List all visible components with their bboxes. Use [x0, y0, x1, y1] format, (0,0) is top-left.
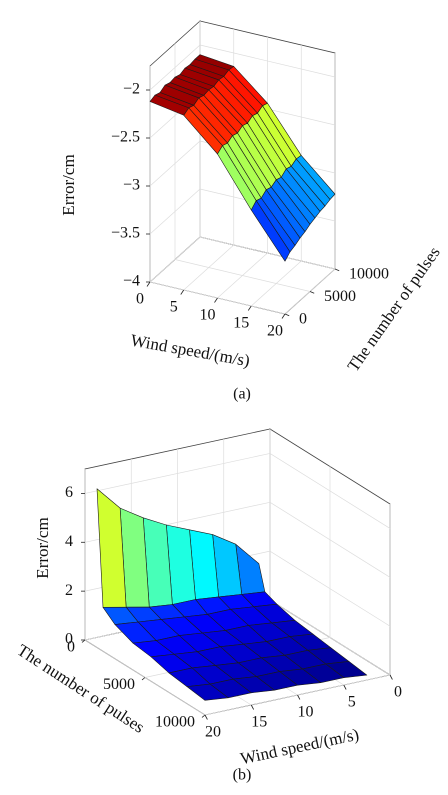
tick-mark — [250, 704, 255, 710]
z-tick-label: −4 — [123, 273, 140, 290]
tick-mark — [180, 289, 185, 295]
x-tick-label: 0 — [394, 684, 402, 701]
grid-line — [269, 550, 391, 627]
tick-mark — [247, 305, 252, 311]
tick-mark — [204, 714, 208, 720]
x-axis-label: Wind speed/(m/s) — [129, 331, 251, 371]
tick-mark — [146, 281, 151, 287]
z-tick-label: 2 — [65, 582, 73, 599]
z-tick-label: 4 — [65, 533, 73, 550]
x-tick-label: 0 — [136, 291, 144, 308]
y-tick-label: 10000 — [155, 714, 195, 731]
y-tick-label: 5000 — [103, 676, 135, 693]
grid-line — [174, 259, 311, 292]
x-tick-label: 15 — [233, 315, 249, 332]
x-tick-label: 20 — [267, 323, 283, 340]
grid-line — [269, 599, 391, 676]
z-tick-label: −3 — [123, 177, 140, 194]
x-tick-label: 15 — [251, 714, 267, 731]
tick-mark — [389, 674, 393, 680]
caption: (b) — [233, 767, 252, 784]
tick-mark — [141, 677, 146, 681]
z-axis-label: Error/cm — [33, 517, 52, 578]
z-tick-label: −2 — [123, 81, 140, 98]
z-tick-label: −3.5 — [111, 225, 140, 242]
tick-mark — [334, 268, 340, 272]
grid-line — [199, 44, 336, 78]
caption: (a) — [233, 386, 251, 403]
tick-mark — [81, 639, 86, 643]
z-axis-label: Error/cm — [59, 154, 78, 215]
x-tick-label: 5 — [170, 299, 178, 316]
y-tick-label: 10000 — [349, 266, 389, 283]
y-tick-label: 0 — [67, 639, 75, 656]
tick-mark — [343, 684, 347, 690]
z-tick-label: −2.5 — [111, 129, 140, 146]
grid-line — [84, 453, 271, 494]
x-tick-label: 5 — [348, 694, 356, 711]
y-tick-label: 5000 — [324, 288, 356, 305]
y-tick-label: 0 — [299, 311, 307, 328]
surface-face — [250, 200, 291, 262]
surface-face — [96, 488, 127, 608]
grid-line — [149, 44, 201, 91]
tick-mark — [201, 714, 206, 718]
plots: 0 5 10 15 200500010000−4−3.5−3−2.5−205101520… — [65, 20, 402, 741]
z-tick-label: 6 — [65, 484, 73, 501]
x-tick-label: 20 — [205, 724, 221, 741]
y-axis-label: The number of pulses — [344, 243, 444, 375]
z-tick-label: 0 — [65, 631, 73, 648]
tick-mark — [284, 313, 290, 317]
x-tick-label: 10 — [200, 307, 216, 324]
tick-mark — [281, 313, 286, 319]
x-axis-label: Wind speed/(m/s) — [239, 725, 361, 769]
grid-line — [149, 188, 201, 235]
tick-mark — [309, 291, 315, 294]
grid-line — [269, 453, 391, 529]
surface-face — [186, 683, 229, 701]
tick-mark — [214, 297, 218, 303]
tick-mark — [297, 694, 301, 700]
grid-line — [269, 501, 391, 578]
grid-line — [149, 140, 201, 187]
grid-line — [199, 236, 336, 270]
x-tick-label: 10 — [298, 704, 314, 721]
grid-line — [149, 236, 201, 283]
